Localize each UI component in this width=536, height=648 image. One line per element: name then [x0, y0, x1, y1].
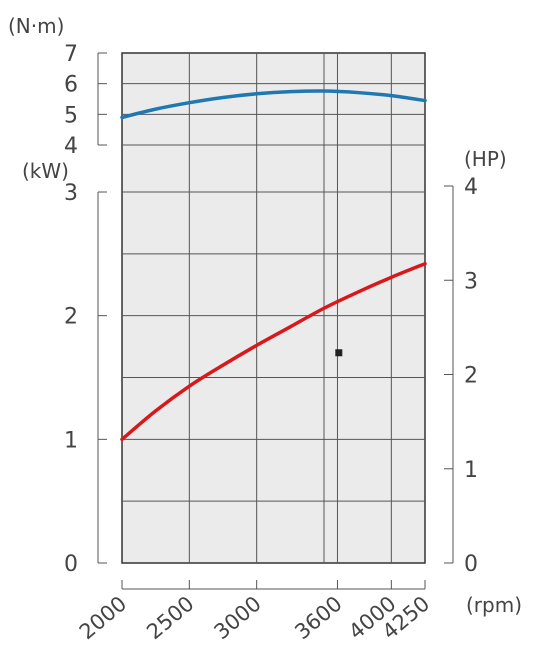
hp-tick-label: 4 — [464, 175, 478, 200]
rpm-tick-label: 2500 — [142, 591, 198, 644]
data-curves — [120, 89, 427, 442]
rpm-tick-label: 3600 — [290, 591, 346, 644]
hp-tick-label: 1 — [464, 458, 478, 483]
hp-tick-label: 3 — [464, 269, 478, 294]
rated-point-marker — [335, 349, 343, 357]
torque-tick-label: 5 — [64, 103, 78, 128]
kw-tick-label: 2 — [64, 305, 78, 330]
torque-tick-label: 4 — [64, 134, 78, 159]
kw-tick-label: 3 — [64, 181, 78, 206]
torque-unit-label: (N·m) — [8, 14, 64, 38]
kw-tick-label: 0 — [64, 552, 78, 577]
rpm-tick-label: 3000 — [210, 591, 266, 644]
plot-background — [121, 52, 426, 564]
torque-curve — [120, 89, 427, 120]
rpm-tick-label: 2000 — [75, 591, 131, 644]
hp-tick-label: 0 — [464, 552, 478, 577]
rpm-unit-label: (rpm) — [466, 593, 522, 617]
hp-unit-label: (HP) — [464, 147, 507, 171]
torque-tick-label: 7 — [64, 42, 78, 67]
grid-lines — [122, 53, 425, 563]
torque-tick-label: 6 — [64, 73, 78, 98]
power-curve — [120, 261, 427, 442]
axes — [97, 52, 454, 590]
kw-unit-label: (kW) — [22, 159, 69, 183]
kw-tick-label: 1 — [64, 428, 78, 453]
hp-tick-label: 2 — [464, 364, 478, 389]
